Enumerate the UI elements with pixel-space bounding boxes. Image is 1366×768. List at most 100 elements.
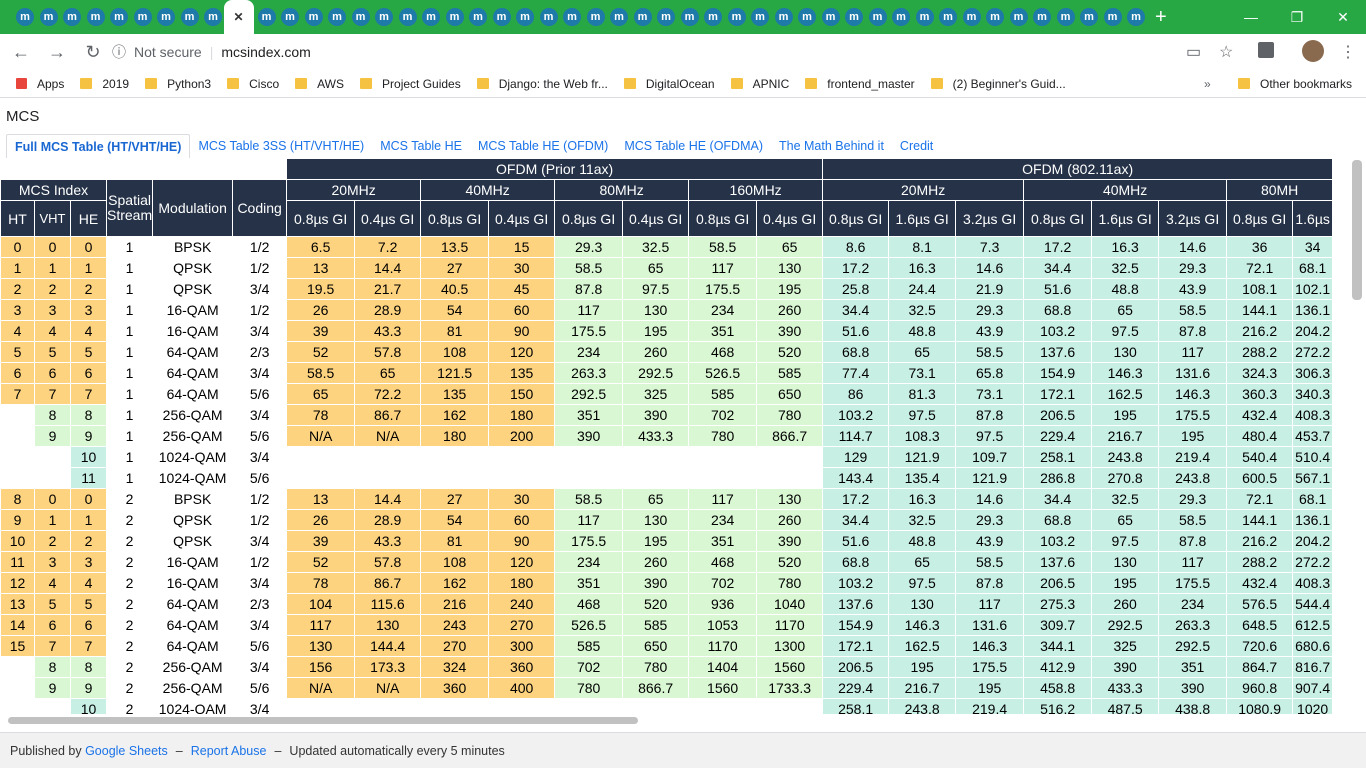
browser-tab-icon[interactable]: m (915, 8, 934, 26)
browser-tab-icon[interactable]: m (445, 8, 464, 26)
browser-tab-icon[interactable]: m (1009, 8, 1028, 26)
browser-tab-icon[interactable]: m (469, 8, 487, 26)
restore-icon[interactable]: ❐ (1290, 8, 1304, 25)
table-cell: 103.2 (1023, 320, 1093, 342)
sheet-tab[interactable]: The Math Behind it (779, 139, 884, 153)
bookmark-item[interactable]: frontend_master (805, 77, 915, 91)
bookmark-item[interactable]: AWS (295, 77, 344, 91)
browser-tab-icon[interactable]: m (110, 8, 128, 26)
table-cell: 16.3 (888, 257, 957, 279)
sheet-tab[interactable]: MCS Table HE (380, 139, 462, 153)
mcs-table-container[interactable]: OFDM (Prior 11ax) OFDM (802.11ax) MCS Inde… (0, 158, 1350, 714)
address-bar[interactable]: ⓘ Not secure | mcsindex.com (112, 39, 1212, 65)
extension-icon[interactable] (1258, 42, 1274, 58)
bookmark-item[interactable]: Apps (16, 77, 64, 91)
browser-tab-icon[interactable]: m (157, 8, 175, 26)
browser-tab-icon[interactable]: m (774, 8, 793, 26)
table-row: 5 5 5 1 64-QAM 2/3 52 57.8 108 120 234 260 468 520 68.… (0, 341, 1334, 363)
table-cell: 14.6 (1158, 236, 1228, 258)
browser-tab-icon[interactable]: m (1056, 8, 1075, 26)
bookmark-item[interactable]: DigitalOcean (623, 77, 715, 91)
forward-icon[interactable]: → (48, 41, 66, 62)
table-cell: 585 (554, 635, 624, 657)
browser-tab-icon[interactable]: m (39, 8, 58, 26)
table-cell: 12 (0, 572, 35, 594)
new-tab-button[interactable]: + (1155, 6, 1167, 28)
bookmark-item[interactable]: (2) Beginner's Guid... (930, 77, 1066, 91)
browser-tab-icon[interactable]: m (281, 8, 299, 26)
browser-tab-icon[interactable]: m (351, 8, 370, 26)
browser-tab-icon[interactable]: m (633, 8, 652, 26)
active-tab[interactable]: ✕ (223, 0, 254, 34)
browser-tab-icon[interactable]: m (180, 8, 199, 26)
back-icon[interactable]: ← (12, 41, 30, 62)
browser-tab-icon[interactable]: m (492, 8, 511, 26)
browser-tab-icon[interactable]: m (727, 8, 746, 26)
browser-tab-icon[interactable]: m (422, 8, 440, 26)
bookmark-star-icon[interactable]: ☆ (1219, 44, 1234, 61)
browser-tab-icon[interactable]: m (304, 8, 323, 26)
footer: Published by Google Sheets – Report Abus… (0, 732, 1366, 768)
browser-tab-icon[interactable]: m (586, 8, 605, 26)
browser-tab-icon[interactable]: m (204, 8, 222, 26)
browser-tab-icon[interactable]: m (86, 8, 105, 26)
report-abuse-link[interactable]: Report Abuse (190, 743, 267, 758)
browser-tab-icon[interactable]: m (962, 8, 981, 26)
more-bookmarks-icon[interactable]: » (1204, 76, 1211, 91)
browser-tab-icon[interactable]: m (539, 8, 558, 26)
browser-tab-icon[interactable]: m (133, 8, 152, 26)
other-bookmarks[interactable]: Other bookmarks (1238, 77, 1352, 91)
reload-icon[interactable]: ↻ (85, 41, 101, 62)
browser-tab-icon[interactable]: m (868, 8, 887, 26)
url-text[interactable]: mcsindex.com (221, 44, 311, 60)
browser-tab-icon[interactable]: m (704, 8, 722, 26)
browser-tab-icon[interactable]: m (1033, 8, 1051, 26)
browser-tab-icon[interactable]: m (610, 8, 628, 26)
sheet-tab[interactable]: Credit (899, 139, 934, 153)
bookmark-item[interactable]: Django: the Web fr... (476, 77, 608, 91)
header-group-80211ax: OFDM (802.11ax) (822, 158, 1334, 180)
bookmark-item[interactable]: 2019 (80, 77, 129, 91)
browser-tab-icon[interactable]: m (516, 8, 534, 26)
sheet-tab[interactable]: Full MCS Table (HT/VHT/HE) (6, 134, 191, 158)
profile-avatar[interactable] (1302, 40, 1324, 62)
browser-tab-icon[interactable]: m (63, 8, 81, 26)
sheet-tab[interactable]: MCS Table 3SS (HT/VHT/HE) (198, 139, 365, 153)
sheet-tab[interactable]: MCS Table HE (OFDMA) (624, 139, 763, 153)
browser-tab-icon[interactable]: m (398, 8, 417, 26)
browser-tab-icon[interactable]: m (1103, 8, 1122, 26)
browser-tab-icon[interactable]: m (1080, 8, 1098, 26)
minimize-icon[interactable]: — (1244, 9, 1258, 25)
table-cell: 65 (354, 362, 422, 384)
browser-tab-icon[interactable]: m (751, 8, 769, 26)
info-icon[interactable]: ⓘ (112, 44, 126, 60)
browser-tab-icon[interactable]: m (845, 8, 863, 26)
browser-tab-icon[interactable]: m (257, 8, 276, 26)
browser-tab-icon[interactable]: m (821, 8, 840, 26)
cast-icon[interactable]: ▭ (1186, 44, 1202, 61)
bookmark-item[interactable]: APNIC (730, 77, 789, 91)
browser-tab-icon[interactable]: m (375, 8, 393, 26)
browser-tab-icon[interactable]: m (16, 8, 34, 26)
browser-tab-icon[interactable]: m (892, 8, 910, 26)
browser-tab-icon[interactable]: m (680, 8, 699, 26)
google-sheets-link[interactable]: Google Sheets (85, 743, 168, 758)
browser-tab-icon[interactable]: m (986, 8, 1004, 26)
bookmark-item[interactable]: Project Guides (360, 77, 461, 91)
table-cell: 17.2 (822, 488, 890, 510)
browser-tab-icon[interactable]: m (328, 8, 346, 26)
close-window-icon[interactable]: ✕ (1337, 8, 1349, 25)
table-cell (420, 467, 490, 489)
bookmark-item[interactable]: Python3 (145, 77, 211, 91)
sheet-tab[interactable]: MCS Table HE (OFDM) (477, 139, 609, 153)
browser-tab-icon[interactable]: m (939, 8, 957, 26)
footer-dash: – (175, 743, 183, 758)
browser-tab-icon[interactable]: m (657, 8, 675, 26)
browser-tab-icon[interactable]: m (563, 8, 581, 26)
bookmark-item[interactable]: Cisco (227, 77, 279, 91)
browser-tab-icon[interactable]: m (798, 8, 816, 26)
browser-tab-icon[interactable]: m (1127, 8, 1145, 26)
vertical-scrollbar[interactable] (1352, 160, 1362, 300)
horizontal-scrollbar[interactable] (8, 717, 638, 724)
menu-icon[interactable]: ⋮ (1340, 44, 1356, 61)
